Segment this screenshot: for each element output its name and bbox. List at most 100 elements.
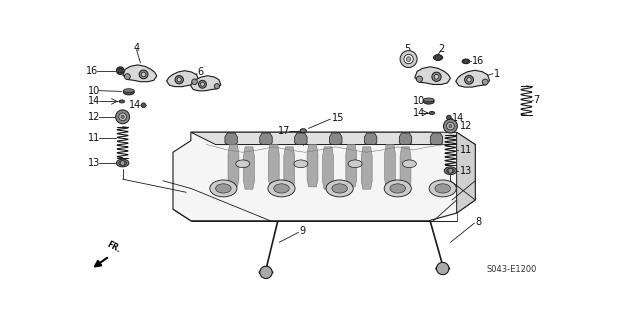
Text: 16: 16 — [472, 56, 484, 66]
Ellipse shape — [326, 180, 353, 197]
Circle shape — [434, 74, 439, 79]
Circle shape — [406, 57, 411, 61]
Polygon shape — [362, 147, 372, 189]
Polygon shape — [268, 145, 279, 187]
Circle shape — [120, 161, 125, 165]
Ellipse shape — [433, 55, 443, 60]
Polygon shape — [123, 65, 157, 82]
Ellipse shape — [268, 180, 295, 197]
Text: FR.: FR. — [106, 240, 122, 254]
Text: 10: 10 — [413, 96, 426, 107]
Polygon shape — [430, 133, 443, 145]
Text: 7: 7 — [533, 95, 540, 105]
Polygon shape — [191, 76, 221, 91]
Ellipse shape — [436, 266, 450, 271]
Polygon shape — [346, 145, 356, 187]
Polygon shape — [225, 133, 237, 145]
Text: 6: 6 — [198, 67, 204, 77]
Circle shape — [447, 122, 454, 130]
Text: 11: 11 — [88, 133, 100, 143]
Ellipse shape — [274, 184, 289, 193]
Ellipse shape — [447, 168, 454, 173]
Circle shape — [483, 79, 488, 85]
Circle shape — [192, 79, 197, 85]
Circle shape — [141, 72, 146, 77]
Circle shape — [435, 55, 441, 61]
Text: 2: 2 — [438, 44, 444, 54]
Polygon shape — [415, 67, 451, 85]
Circle shape — [119, 113, 127, 121]
Circle shape — [121, 115, 124, 118]
Polygon shape — [260, 133, 272, 145]
Text: 4: 4 — [134, 43, 140, 53]
Circle shape — [432, 72, 441, 81]
Text: 10: 10 — [88, 85, 100, 96]
Ellipse shape — [444, 167, 457, 174]
Circle shape — [116, 110, 129, 124]
Circle shape — [260, 266, 272, 278]
Circle shape — [417, 76, 422, 82]
Polygon shape — [456, 70, 490, 87]
Text: 11: 11 — [460, 145, 472, 155]
Ellipse shape — [294, 160, 308, 168]
Text: 12: 12 — [460, 121, 472, 131]
Text: 3: 3 — [206, 78, 212, 88]
Ellipse shape — [210, 180, 237, 197]
Ellipse shape — [216, 184, 231, 193]
Polygon shape — [330, 133, 342, 145]
Ellipse shape — [259, 270, 273, 275]
Polygon shape — [385, 145, 396, 187]
Circle shape — [467, 78, 471, 82]
Ellipse shape — [403, 160, 417, 168]
Polygon shape — [166, 71, 199, 87]
Text: 1: 1 — [494, 69, 500, 79]
Polygon shape — [399, 133, 412, 145]
Polygon shape — [173, 132, 476, 221]
Ellipse shape — [423, 99, 434, 104]
Polygon shape — [364, 133, 377, 145]
Text: 14: 14 — [413, 108, 426, 118]
Text: S043-E1200: S043-E1200 — [487, 265, 537, 274]
Ellipse shape — [429, 180, 456, 197]
Circle shape — [200, 82, 204, 86]
Polygon shape — [228, 145, 239, 187]
Circle shape — [177, 78, 181, 82]
Circle shape — [141, 103, 146, 108]
Polygon shape — [284, 147, 294, 189]
Text: 17: 17 — [278, 126, 291, 136]
Text: 14: 14 — [452, 113, 464, 122]
Ellipse shape — [390, 184, 406, 193]
Circle shape — [449, 124, 452, 128]
Ellipse shape — [116, 68, 124, 73]
Text: 16: 16 — [86, 66, 99, 76]
Circle shape — [116, 67, 124, 74]
Polygon shape — [294, 133, 307, 145]
Text: 14: 14 — [129, 100, 141, 110]
Ellipse shape — [384, 180, 412, 197]
Text: 5: 5 — [404, 44, 410, 54]
Ellipse shape — [462, 59, 470, 64]
Circle shape — [400, 51, 417, 68]
Polygon shape — [244, 147, 254, 189]
Ellipse shape — [119, 100, 125, 103]
Circle shape — [447, 115, 451, 120]
Polygon shape — [191, 132, 476, 145]
Text: 15: 15 — [332, 113, 344, 122]
Ellipse shape — [236, 160, 250, 168]
Ellipse shape — [124, 90, 134, 95]
Ellipse shape — [332, 184, 348, 193]
Circle shape — [118, 68, 123, 73]
Circle shape — [175, 76, 184, 84]
Ellipse shape — [124, 89, 134, 93]
Polygon shape — [457, 132, 476, 213]
Text: 9: 9 — [300, 226, 305, 236]
Text: 8: 8 — [476, 217, 481, 226]
Ellipse shape — [423, 98, 434, 102]
Circle shape — [444, 119, 458, 133]
Circle shape — [463, 59, 468, 64]
Ellipse shape — [119, 161, 127, 165]
Ellipse shape — [435, 184, 451, 193]
Text: 13: 13 — [460, 166, 472, 176]
Circle shape — [448, 168, 452, 173]
Circle shape — [198, 80, 207, 88]
